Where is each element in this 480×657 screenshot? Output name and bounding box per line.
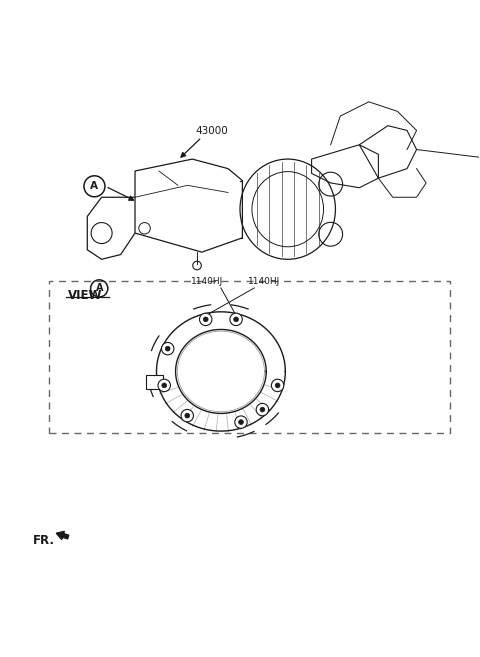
Circle shape [239, 420, 243, 424]
Circle shape [256, 403, 269, 416]
Text: 1140HJ: 1140HJ [248, 277, 280, 286]
Text: VIEW: VIEW [68, 289, 103, 302]
Circle shape [275, 383, 280, 388]
Text: 1140HJ: 1140HJ [191, 277, 223, 286]
Circle shape [162, 383, 167, 388]
Circle shape [165, 346, 170, 351]
Circle shape [193, 261, 201, 270]
Circle shape [271, 379, 284, 392]
Bar [145, 374, 163, 389]
FancyArrow shape [56, 532, 69, 539]
Circle shape [260, 407, 265, 412]
Bar [49, 281, 450, 434]
Circle shape [161, 342, 174, 355]
Text: A: A [96, 283, 103, 294]
Circle shape [181, 409, 193, 422]
Text: 43000: 43000 [195, 126, 228, 137]
Text: A: A [90, 181, 98, 191]
Circle shape [235, 416, 247, 428]
Circle shape [185, 413, 190, 418]
Text: FR.: FR. [33, 534, 54, 547]
Circle shape [234, 317, 239, 322]
Circle shape [200, 313, 212, 326]
Circle shape [230, 313, 242, 326]
Circle shape [158, 379, 170, 392]
Circle shape [204, 317, 208, 322]
